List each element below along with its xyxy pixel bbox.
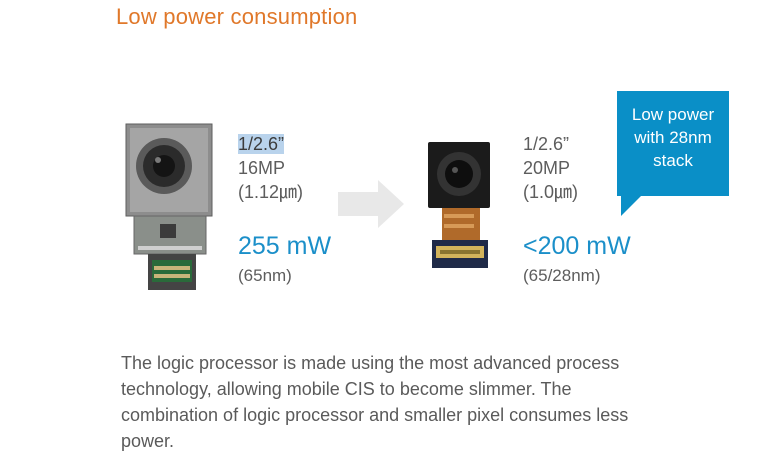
old-resolution: 16MP	[238, 158, 286, 178]
old-power-value: 255 mW	[238, 232, 332, 260]
callout-tail	[621, 194, 643, 216]
description-line-3: combination of logic processor and small…	[121, 405, 629, 425]
slide-title: Low power consumption	[116, 4, 358, 29]
new-optical-size: 1/2.6”	[523, 134, 570, 154]
description-line-2: technology, allowing mobile CIS to becom…	[121, 379, 572, 399]
new-power-value: <200 mW	[523, 232, 631, 260]
new-pixel-size: (1.0㎛)	[523, 182, 579, 202]
camera-module-old-image	[125, 123, 213, 290]
right-arrow-icon	[338, 180, 404, 228]
old-pixel-size: (1.12㎛)	[238, 182, 304, 202]
old-optical-size: 1/2.6”	[238, 134, 285, 154]
new-process-node: (65/28nm)	[523, 266, 601, 285]
new-sensor-specs: 1/2.6” 20MP (1.0㎛)	[523, 132, 578, 204]
old-sensor-specs: 1/2.6” 16MP (1.12㎛)	[238, 132, 303, 204]
description-line-4: power.	[121, 431, 175, 451]
callout-line-2: with 28nm	[634, 128, 712, 147]
callout-line-3: stack	[653, 151, 693, 170]
callout-line-1: Low power	[631, 105, 715, 124]
callout-box: Low power with 28nm stack	[617, 91, 729, 196]
old-process-node: (65nm)	[238, 266, 292, 285]
description-text: The logic processor is made using the mo…	[121, 350, 681, 454]
new-resolution: 20MP	[523, 158, 571, 178]
description-line-1: The logic processor is made using the mo…	[121, 353, 620, 373]
camera-module-new-image	[428, 142, 490, 268]
